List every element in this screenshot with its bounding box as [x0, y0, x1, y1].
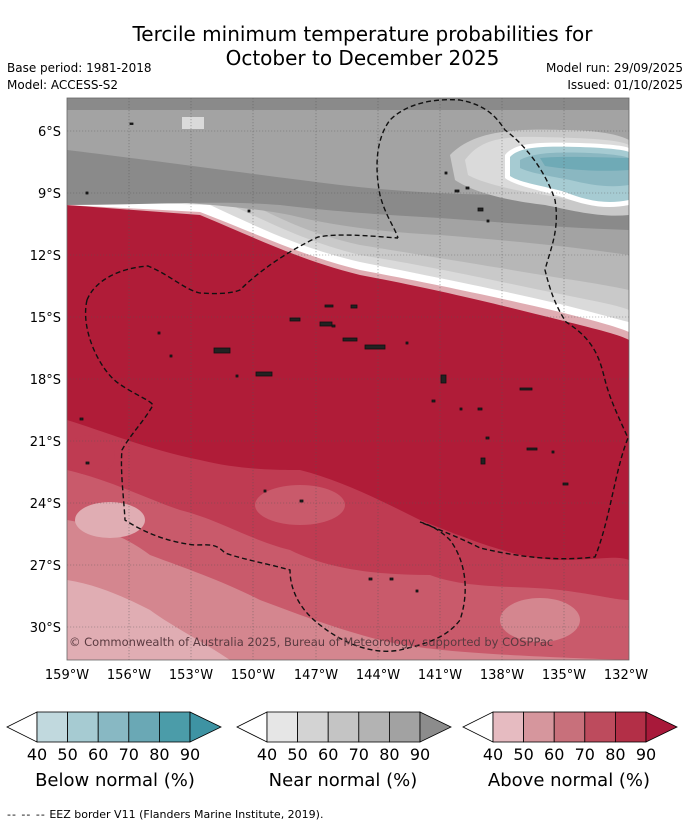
model-name: Model: ACCESS-S2 — [7, 78, 119, 92]
below-normal-label: Below normal (%) — [35, 770, 195, 791]
graticule — [67, 98, 629, 660]
lat-label: 30°S — [30, 621, 61, 636]
below-normal-70-field — [540, 156, 629, 171]
map-title: Tercile minimum temperature probabilitie… — [0, 22, 690, 70]
above-normal-50-patch — [75, 502, 145, 538]
colorbar-tick: 40 — [482, 745, 504, 764]
islands — [79, 122, 569, 593]
eez-footnote: -- -- -- EEZ border V11 (Flanders Marine… — [7, 808, 323, 821]
below-normal-colorbar — [6, 711, 222, 743]
colorbar-tick: 90 — [179, 745, 201, 764]
eez-borders — [84, 98, 629, 652]
lat-label: 21°S — [30, 435, 61, 450]
lon-label: 138°W — [480, 668, 524, 683]
colorbar-tick: 50 — [57, 745, 78, 764]
above-normal-70-patch — [255, 485, 345, 525]
lon-label: 132°W — [604, 668, 648, 683]
issued-date: Issued: 01/10/2025 — [567, 78, 683, 92]
lat-label: 12°S — [30, 249, 61, 264]
above-normal-50-field — [67, 580, 230, 660]
colorbar-tick: 50 — [287, 745, 308, 764]
colorbar-tick: 50 — [513, 745, 534, 764]
above-normal-label: Above normal (%) — [487, 770, 651, 791]
lon-label: 135°W — [542, 668, 586, 683]
near-normal-50-spot — [182, 117, 204, 129]
colorbar-tick: 80 — [379, 745, 400, 764]
lat-label: 15°S — [30, 311, 61, 326]
probability-map: 6°S 9°S 12°S 15°S 18°S 21°S 24°S 27°S 30… — [30, 97, 648, 683]
above-normal-colorbar — [462, 711, 678, 743]
model-run: Model run: 29/09/2025 — [545, 61, 683, 75]
lat-label: 24°S — [30, 497, 61, 512]
colorbar-tick: 40 — [256, 745, 278, 764]
lon-label: 144°W — [356, 668, 400, 683]
lat-label: 27°S — [30, 559, 61, 574]
above-normal-80-patch — [67, 435, 115, 475]
lon-label: 156°W — [107, 668, 151, 683]
near-normal-90-band — [67, 150, 629, 230]
base-period: Base period: 1981-2018 — [7, 61, 152, 75]
longitude-labels: 159°W 156°W 153°W 150°W 147°W 144°W 141°… — [45, 668, 648, 683]
title-line2: October to December 2025 — [225, 46, 500, 70]
colorbar-tick: 70 — [574, 745, 595, 764]
meta-right: Model run: 29/09/2025 Issued: 01/10/2025 — [546, 60, 683, 94]
colorbar-tick: 80 — [149, 745, 170, 764]
lat-label: 9°S — [38, 187, 61, 202]
colorbar-tick: 60 — [544, 745, 565, 764]
colorbar-tick: 60 — [88, 745, 109, 764]
copyright-text: © Commonwealth of Australia 2025, Bureau… — [69, 635, 553, 649]
above-normal-60-patch — [500, 598, 580, 642]
colorbar-tick: 90 — [635, 745, 657, 764]
colorbar-tick: 70 — [348, 745, 369, 764]
near-normal-label: Near normal (%) — [268, 770, 418, 791]
colorbar-tick: 70 — [118, 745, 139, 764]
above-normal-60-field — [67, 520, 629, 660]
lon-label: 147°W — [294, 668, 338, 683]
near-normal-colorbar — [236, 711, 452, 743]
lat-label: 18°S — [30, 373, 61, 388]
latitude-labels: 6°S 9°S 12°S 15°S 18°S 21°S 24°S 27°S 30… — [30, 125, 61, 636]
lon-label: 159°W — [45, 668, 89, 683]
title-line1: Tercile minimum temperature probabilitie… — [132, 22, 593, 46]
lon-label: 150°W — [231, 668, 275, 683]
lat-label: 6°S — [38, 125, 61, 140]
lon-label: 153°W — [169, 668, 213, 683]
colorbar-tick: 60 — [318, 745, 339, 764]
map-frame — [66, 97, 630, 661]
eez-footnote-text: EEZ border V11 (Flanders Marine Institut… — [49, 808, 324, 821]
lon-label: 141°W — [418, 668, 462, 683]
map-fields — [67, 98, 629, 660]
eez-dash-symbol: -- -- -- — [7, 808, 46, 821]
meta-left: Base period: 1981-2018 Model: ACCESS-S2 — [7, 60, 152, 94]
colorbar-tick: 90 — [409, 745, 431, 764]
colorbar-tick: 80 — [605, 745, 626, 764]
colorbar-tick: 40 — [26, 745, 48, 764]
